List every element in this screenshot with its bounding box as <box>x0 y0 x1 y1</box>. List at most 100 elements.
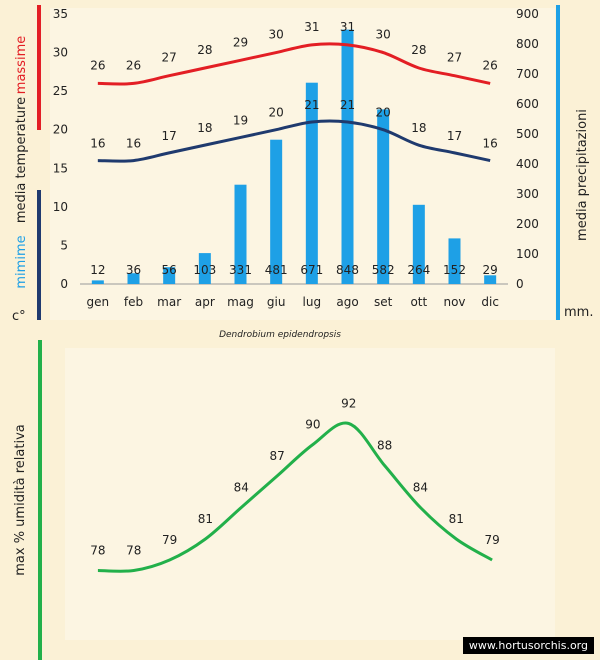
precip-value: 36 <box>126 263 141 277</box>
max-temp-value: 28 <box>411 43 426 57</box>
humidity-value: 88 <box>377 439 392 453</box>
precip-value: 848 <box>336 263 359 277</box>
min-temp-value: 21 <box>304 98 319 112</box>
min-temp-line <box>97 119 491 163</box>
month-label: gen <box>87 295 110 309</box>
y-right-tick-label: 700 <box>516 67 539 81</box>
humidity-value: 78 <box>126 544 141 558</box>
min-label: mimime <box>14 235 29 288</box>
precip-bar <box>163 267 176 284</box>
precip-bar <box>127 273 140 284</box>
y-right-tick-label: 600 <box>516 97 539 111</box>
y-right-tick-label: 200 <box>516 217 539 231</box>
max-label: massime <box>14 36 29 94</box>
precip-bar <box>234 184 247 284</box>
y-right-tick-label: 900 <box>516 7 539 21</box>
humidity-label: max % umidità relativa <box>13 424 28 576</box>
month-label: set <box>374 295 393 309</box>
month-label: dic <box>481 295 499 309</box>
y-right-tick-label: 100 <box>516 247 539 261</box>
humidity-value: 87 <box>269 449 284 463</box>
humidity-value: 92 <box>341 397 356 411</box>
precip-value: 481 <box>265 263 288 277</box>
precip-value: 671 <box>300 263 323 277</box>
min-temp-value: 16 <box>483 137 498 151</box>
y-right-tick-label: 300 <box>516 187 539 201</box>
humidity-value: 79 <box>162 533 177 547</box>
month-label: apr <box>195 295 215 309</box>
media-temp-label: media temperature <box>14 97 29 223</box>
min-temp-value: 17 <box>447 129 462 143</box>
humidity-value: 90 <box>305 418 320 432</box>
precip-value: 56 <box>162 263 177 277</box>
precip-bar <box>412 204 425 284</box>
min-temp-value: 18 <box>197 121 212 135</box>
precip-value: 582 <box>372 263 395 277</box>
min-temp-value: 19 <box>233 113 248 127</box>
humidity-value: 81 <box>198 512 213 526</box>
y-left-tick-label: 30 <box>53 46 68 60</box>
precip-value: 264 <box>407 263 430 277</box>
max-temp-value: 28 <box>197 43 212 57</box>
max-temp-value: 29 <box>233 35 248 49</box>
precip-bar <box>270 139 283 284</box>
precip-bar <box>198 253 211 284</box>
max-temp-value: 30 <box>376 28 391 42</box>
min-temp-value: 21 <box>340 98 355 112</box>
species-caption: Dendrobium epidendropsis <box>219 330 341 340</box>
y-left-tick-label: 20 <box>53 123 68 137</box>
month-label: giu <box>267 295 286 309</box>
y-left-tick-label: 25 <box>53 84 68 98</box>
temp-unit-label: c° <box>12 309 26 324</box>
humidity-chart: 78 78 79 81 84 87 90 92 88 84 81 79 <box>90 397 500 573</box>
precip-value: 29 <box>483 263 498 277</box>
max-temp-value: 31 <box>304 20 319 34</box>
y-right-tick-label: 500 <box>516 127 539 141</box>
humidity-value: 84 <box>234 481 249 495</box>
y-right-tick-label: 0 <box>516 277 524 291</box>
humidity-value: 84 <box>413 481 428 495</box>
y-left-tick-label: 5 <box>60 238 68 252</box>
precip-value: 152 <box>443 263 466 277</box>
precip-bar <box>484 275 497 284</box>
precip-value: 12 <box>90 263 105 277</box>
min-temp-value: 16 <box>90 137 105 151</box>
precip-unit-label: mm. <box>564 305 593 320</box>
min-temp-value: 20 <box>269 106 284 120</box>
precip-bar <box>305 82 318 284</box>
min-temp-value: 18 <box>411 121 426 135</box>
source-watermark: www.hortusorchis.org <box>462 637 594 654</box>
max-temp-value: 26 <box>126 58 141 72</box>
max-temp-value: 26 <box>483 58 498 72</box>
y-right-tick-label: 800 <box>516 37 539 51</box>
precip-value: 331 <box>229 263 252 277</box>
y-left-tick-label: 10 <box>53 200 68 214</box>
month-label: feb <box>124 295 143 309</box>
temperature-precipitation-chart: 0 5 10 15 20 25 30 35 0 100 200 300 400 500 600 700 800 9… <box>53 7 539 309</box>
max-temp-line <box>97 42 491 86</box>
humidity-value: 81 <box>449 512 464 526</box>
min-temp-value: 20 <box>376 106 391 120</box>
precip-label: media precipitazioni <box>575 109 590 241</box>
max-temp-value: 31 <box>340 20 355 34</box>
month-label: lug <box>303 295 322 309</box>
precip-bar <box>448 238 461 284</box>
max-temp-value: 30 <box>269 28 284 42</box>
humidity-chart-panel <box>65 348 555 640</box>
y-left-tick-label: 15 <box>53 161 68 175</box>
temperature-chart-panel <box>50 8 555 320</box>
month-label: nov <box>443 295 465 309</box>
min-temp-value: 16 <box>126 137 141 151</box>
max-temp-value: 27 <box>447 51 462 65</box>
humidity-value: 78 <box>90 544 105 558</box>
month-label: ott <box>410 295 427 309</box>
precip-bar <box>377 109 390 285</box>
precip-bar <box>341 29 354 284</box>
month-label: mag <box>227 295 254 309</box>
precip-value: 103 <box>193 263 216 277</box>
y-left-tick-label: 35 <box>53 7 68 21</box>
month-label: mar <box>157 295 181 309</box>
max-temp-value: 27 <box>162 51 177 65</box>
y-left-tick-label: 0 <box>60 277 68 291</box>
